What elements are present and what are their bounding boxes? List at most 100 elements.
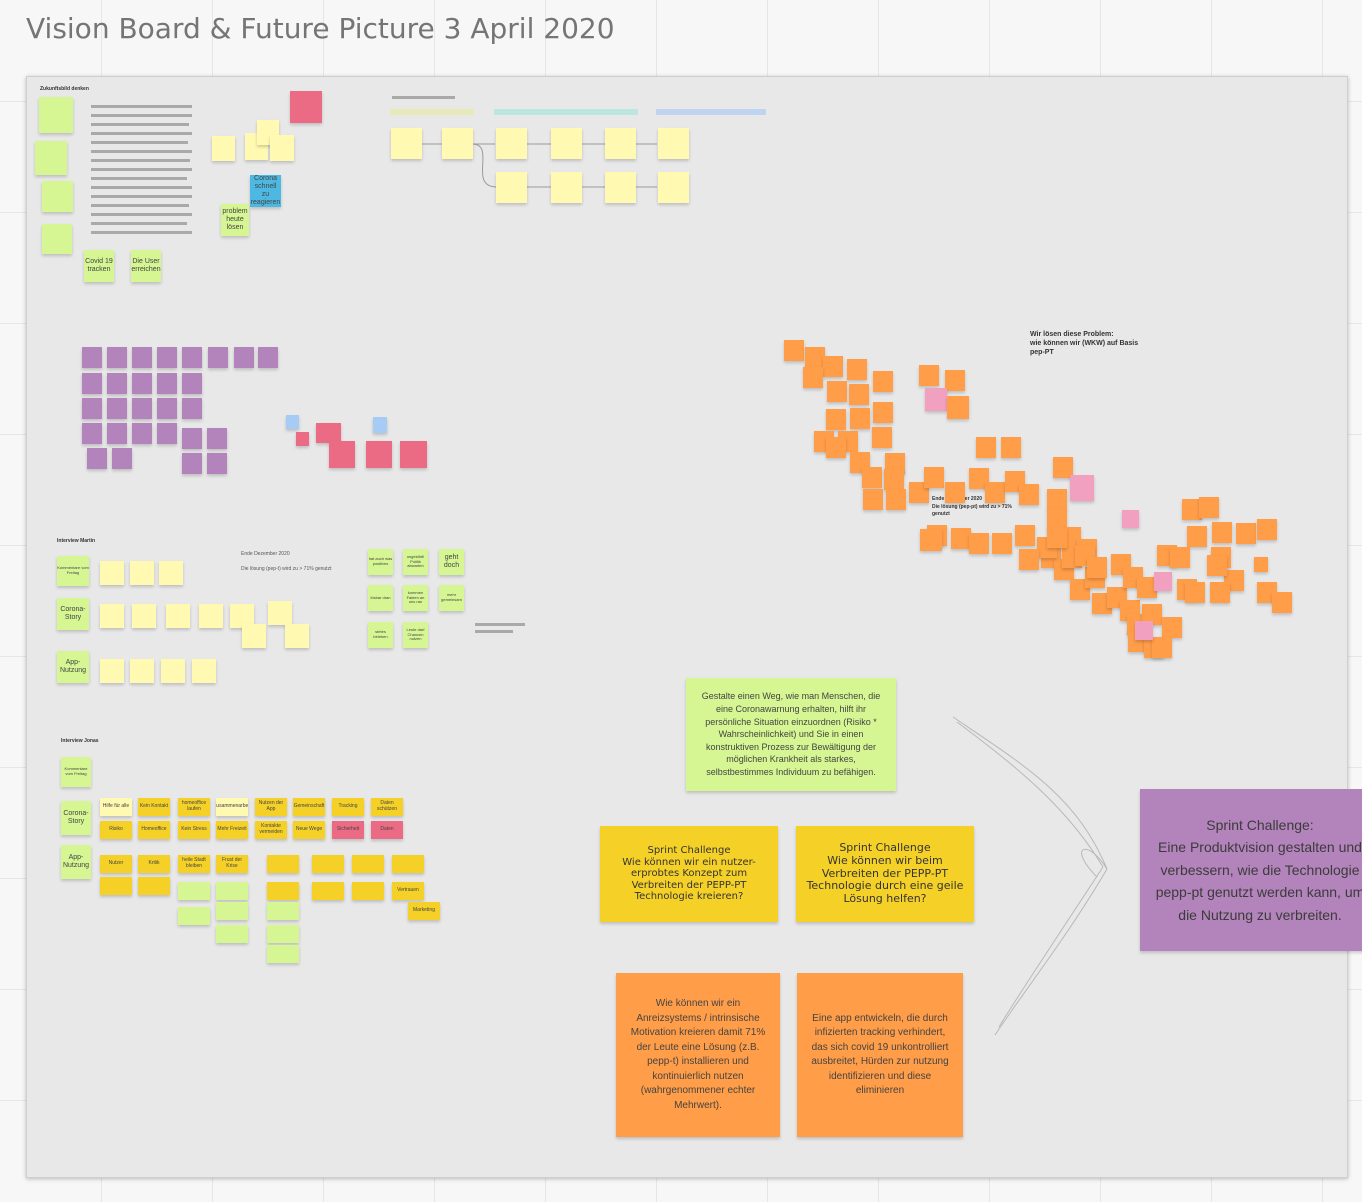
sticky-note[interactable] <box>42 181 73 212</box>
sticky-note[interactable] <box>1015 525 1035 546</box>
sticky-note[interactable] <box>82 347 102 368</box>
sticky-note[interactable]: Kein Kontakt <box>138 798 170 816</box>
sticky-note[interactable] <box>212 136 235 161</box>
sticky-note[interactable]: heile Stadt bleiben <box>178 855 210 873</box>
sticky-note[interactable] <box>947 396 969 419</box>
sprint-challenge-purple-note[interactable]: Sprint Challenge: Eine Produktvision ges… <box>1140 789 1362 951</box>
sticky-note[interactable] <box>132 373 152 394</box>
sticky-note[interactable]: Leute darf Chancen nutzen <box>403 622 428 648</box>
sticky-note-covid[interactable]: Covid 19 tracken <box>84 250 114 282</box>
flow-note[interactable] <box>551 172 582 203</box>
sticky-note[interactable]: Homeoffice <box>138 821 170 839</box>
sticky-note[interactable] <box>130 659 154 683</box>
sticky-note[interactable] <box>863 489 883 510</box>
sticky-note[interactable] <box>286 415 299 429</box>
sticky-note[interactable] <box>258 347 278 368</box>
sticky-note[interactable] <box>130 561 154 585</box>
sticky-note[interactable] <box>352 882 384 900</box>
sticky-note[interactable] <box>329 441 355 468</box>
sticky-note[interactable]: stetes beleben <box>368 622 393 648</box>
sticky-note[interactable]: Tracking <box>332 798 364 816</box>
sticky-note[interactable] <box>1087 557 1107 578</box>
sticky-note[interactable] <box>207 428 227 449</box>
sticky-note[interactable] <box>157 398 177 419</box>
sticky-note[interactable] <box>1254 557 1268 572</box>
sticky-note[interactable] <box>182 347 202 368</box>
sticky-note[interactable] <box>316 423 341 443</box>
sticky-note[interactable] <box>267 882 299 900</box>
row-label-note[interactable]: App-Nutzung <box>61 845 91 879</box>
sticky-note[interactable] <box>166 604 190 628</box>
board-frame[interactable]: Zukunftsbild denken Covid 19 tracken Die… <box>26 76 1348 1178</box>
sticky-note[interactable] <box>312 882 344 900</box>
flow-note[interactable] <box>391 128 422 159</box>
row-label-note[interactable]: Kommentare vom Freitag <box>61 757 91 787</box>
sticky-note[interactable] <box>157 423 177 444</box>
sticky-note[interactable] <box>985 482 1005 503</box>
sticky-note[interactable]: Kontakte vermeiden <box>255 821 287 839</box>
sticky-note[interactable] <box>805 347 825 368</box>
sticky-note[interactable] <box>945 370 965 391</box>
sticky-note[interactable]: Kein Stress <box>178 821 210 839</box>
sticky-note[interactable] <box>1257 519 1277 540</box>
mission-note[interactable]: Gestalte einen Weg, wie man Menschen, di… <box>686 678 896 791</box>
sticky-note[interactable] <box>178 907 210 925</box>
sticky-note[interactable] <box>1185 582 1205 603</box>
sticky-note[interactable]: Daten schützen <box>371 798 403 816</box>
sticky-note[interactable] <box>312 855 344 873</box>
sticky-note[interactable] <box>1162 617 1182 638</box>
sprint-challenge-note-2[interactable]: Sprint Challenge Wie können wir beim Ver… <box>796 826 974 922</box>
sticky-note[interactable] <box>945 482 965 503</box>
sticky-note[interactable] <box>827 381 847 402</box>
sticky-note[interactable] <box>1053 457 1073 478</box>
sticky-note[interactable] <box>87 448 107 469</box>
sticky-note[interactable] <box>884 469 904 490</box>
sticky-note[interactable] <box>267 855 299 873</box>
sticky-note[interactable]: ungeklärt! Politik abwarten <box>403 549 428 575</box>
sticky-note[interactable] <box>1070 475 1094 501</box>
sticky-note[interactable]: mehr gemeinsam <box>439 585 464 611</box>
sticky-note[interactable] <box>873 402 893 423</box>
sticky-note[interactable] <box>1187 526 1207 547</box>
flow-note[interactable] <box>442 128 473 159</box>
sticky-note[interactable] <box>847 359 867 380</box>
sticky-note[interactable] <box>192 659 216 683</box>
sticky-note[interactable] <box>267 925 299 943</box>
sticky-note[interactable] <box>1135 621 1153 640</box>
sticky-note-corona-reagieren[interactable]: Corona schnell zu reagieren <box>250 175 281 207</box>
sticky-note[interactable] <box>919 365 939 386</box>
flow-note[interactable] <box>658 172 689 203</box>
sticky-note[interactable]: geht doch <box>439 549 464 575</box>
sticky-note[interactable] <box>969 468 989 489</box>
sticky-note[interactable] <box>1047 509 1067 530</box>
anreiz-note[interactable]: Wie können wir ein Anreizsystems / intri… <box>616 973 780 1137</box>
sticky-note[interactable] <box>207 453 227 474</box>
sticky-note[interactable] <box>1001 437 1021 458</box>
sticky-note[interactable] <box>1154 572 1172 591</box>
sticky-note[interactable] <box>267 945 299 963</box>
sticky-note[interactable] <box>1212 522 1232 543</box>
sticky-note[interactable]: Kritik <box>138 855 170 873</box>
sticky-note-problem[interactable]: problem heute lösen <box>221 204 249 236</box>
sticky-note[interactable] <box>216 925 248 943</box>
sticky-note[interactable] <box>35 141 67 175</box>
sticky-note[interactable] <box>1047 527 1067 548</box>
sticky-note[interactable] <box>826 437 846 458</box>
sticky-note[interactable] <box>234 347 254 368</box>
flow-note[interactable] <box>658 128 689 159</box>
sticky-note[interactable] <box>157 347 177 368</box>
sticky-note[interactable] <box>366 441 392 468</box>
sticky-note[interactable] <box>886 489 906 510</box>
sticky-note[interactable]: hat auch was positives <box>368 549 393 575</box>
row-label-note[interactable]: Corona-Story <box>61 801 91 835</box>
sprint-challenge-note-1[interactable]: Sprint Challenge Wie können wir ein nutz… <box>600 826 778 922</box>
sticky-note[interactable] <box>873 371 893 392</box>
sticky-note[interactable] <box>885 453 905 474</box>
sticky-note[interactable]: Nutzer <box>100 855 132 873</box>
sticky-note[interactable] <box>951 528 971 549</box>
sticky-note[interactable] <box>784 340 804 361</box>
sticky-note[interactable] <box>199 604 223 628</box>
sticky-note[interactable]: Frust der Krise <box>216 855 248 873</box>
sticky-note[interactable] <box>1272 592 1292 613</box>
sticky-note[interactable] <box>1236 523 1256 544</box>
